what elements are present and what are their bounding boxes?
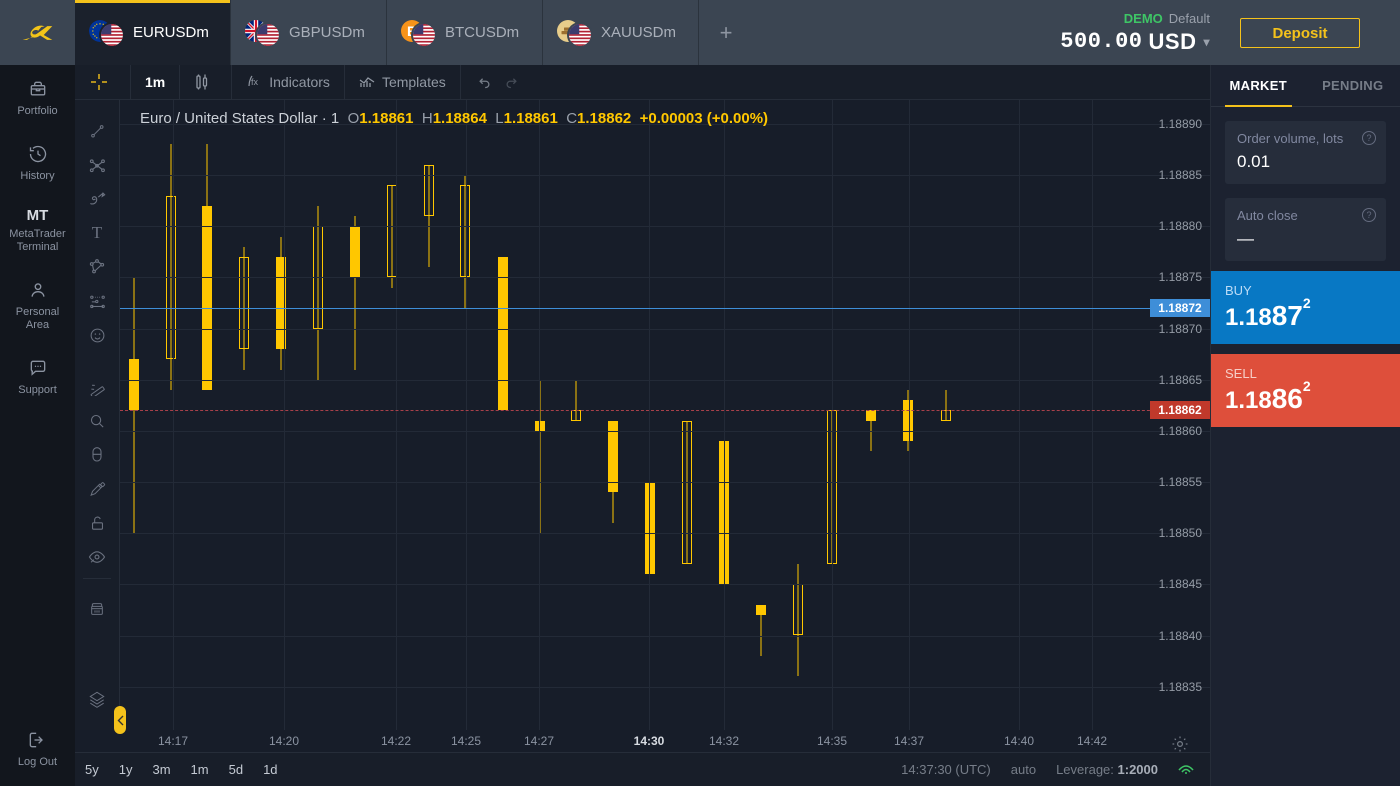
svg-text:fx: fx [251, 77, 259, 87]
